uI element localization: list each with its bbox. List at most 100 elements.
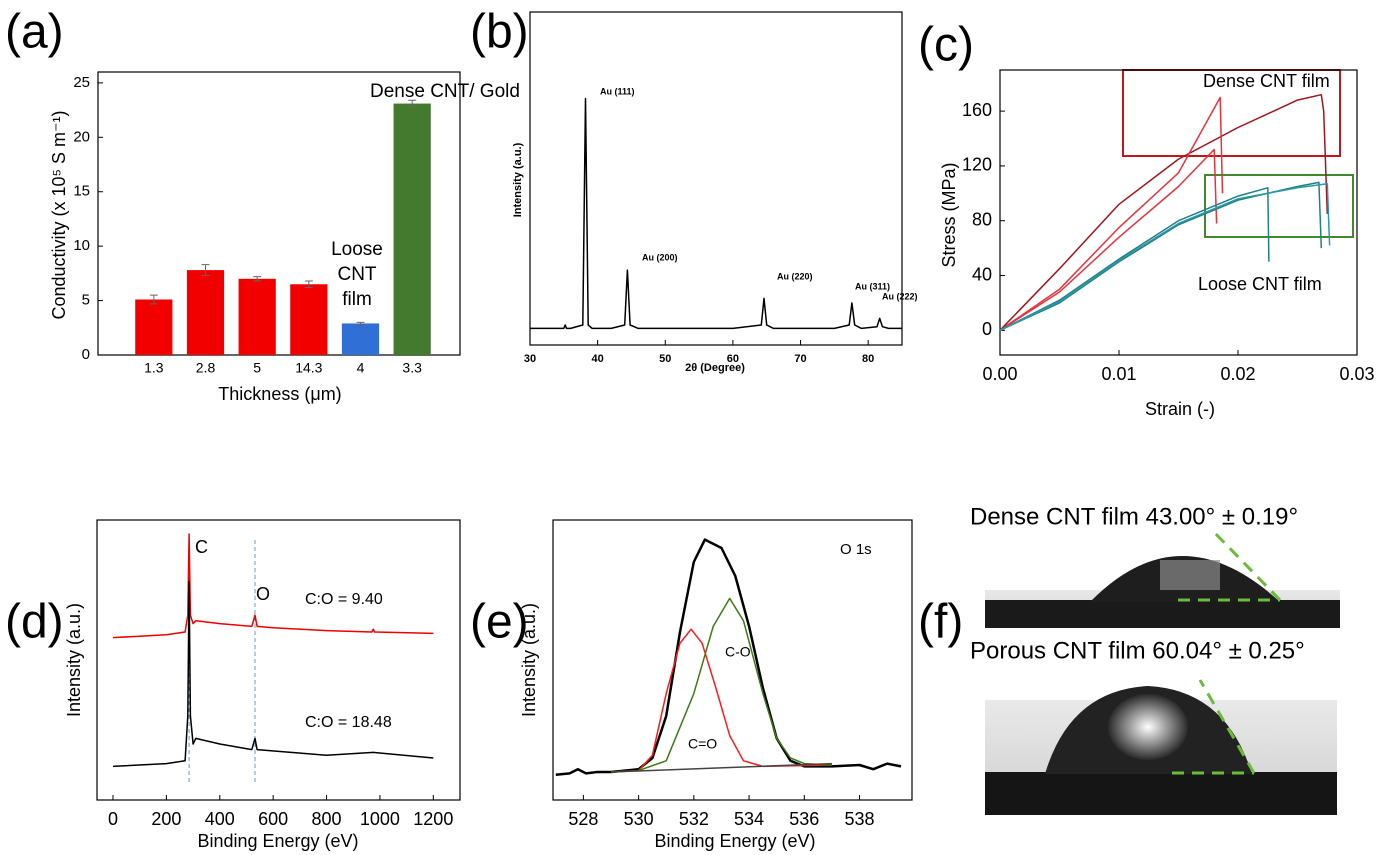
y-tick-label: 160: [962, 100, 992, 120]
panel-label: (c): [918, 19, 974, 72]
annotation: C:O = 18.48: [305, 714, 392, 731]
data-line: [999, 187, 1270, 331]
x-axis-label: 2θ (Degree): [685, 362, 745, 374]
annotation: Au (311): [855, 281, 890, 291]
annotation: O: [256, 584, 270, 604]
droplet-image-1: [985, 528, 1340, 628]
x-tick-label: 534: [734, 809, 764, 829]
x-tick-label: 400: [205, 809, 235, 829]
panel-label: (b): [470, 6, 529, 59]
data-line: [999, 148, 1218, 331]
error-bar: [304, 280, 313, 289]
bar: [341, 323, 380, 355]
y-axis-label: Conductivity (x 10⁵ S m⁻¹): [49, 110, 69, 319]
x-tick-label: 60: [727, 353, 739, 365]
data-line: [555, 538, 902, 777]
y-axis-label: Stress (MPa): [939, 162, 959, 267]
x-tick-label: 800: [312, 809, 342, 829]
data-line: [610, 628, 832, 773]
y-tick-label: 80: [972, 209, 992, 229]
x-tick-label: 5: [253, 360, 261, 376]
x-tick-label: 536: [789, 809, 819, 829]
x-axis-label: Strain (-): [1145, 399, 1215, 419]
x-tick-label: 70: [794, 353, 806, 365]
data-line: [999, 181, 1323, 331]
panel-label: (e): [470, 596, 529, 649]
y-tick-label: 15: [73, 183, 90, 200]
panel-label: (d): [5, 596, 64, 649]
y-tick-label: 40: [972, 264, 992, 284]
y-axis-label: Intensity (a.u.): [512, 142, 524, 217]
droplet-image-2: [985, 679, 1337, 815]
y-axis-label: Intensity (a.u.): [519, 603, 539, 717]
data-line: [112, 533, 434, 639]
error-bar: [253, 276, 262, 282]
x-axis-label: Binding Energy (eV): [654, 831, 815, 851]
annotation: C: [195, 537, 208, 557]
annotation: CNT: [337, 264, 376, 285]
bar: [186, 270, 225, 355]
plot-frame: [999, 69, 1358, 356]
x-tick-label: 0.00: [982, 364, 1017, 384]
x-tick-label: 530: [624, 809, 654, 829]
error-bar: [201, 264, 210, 277]
x-tick-label: 2.8: [196, 360, 216, 376]
annotation: Dense CNT/ Gold: [370, 81, 520, 102]
x-tick-label: 40: [592, 353, 604, 365]
plot-frame: [552, 519, 913, 801]
panel-label: (a): [5, 6, 64, 59]
annotation: Au (220): [777, 271, 813, 281]
image-caption: Porous CNT film 60.04° ± 0.25°: [970, 637, 1305, 664]
annotation: Au (200): [642, 252, 678, 262]
x-tick-label: 0: [108, 809, 118, 829]
annotation: C=O: [688, 736, 717, 752]
annotation: Au (222): [882, 291, 918, 301]
data-line: [999, 182, 1331, 331]
y-tick-label: 20: [73, 128, 90, 145]
annotation: C:O = 9.40: [305, 591, 383, 608]
data-line: [999, 96, 1224, 331]
annotation: Dense CNT film: [1203, 71, 1330, 91]
y-axis-label: Intensity (a.u.): [64, 603, 84, 717]
x-tick-label: 528: [568, 809, 598, 829]
annotation: Au (111): [600, 86, 635, 96]
x-tick-label: 0.01: [1101, 364, 1136, 384]
x-tick-label: 30: [524, 353, 536, 365]
x-tick-label: 0.02: [1220, 364, 1255, 384]
plot-frame: [97, 71, 461, 356]
x-tick-label: 80: [862, 353, 874, 365]
x-axis-label: Binding Energy (eV): [197, 831, 358, 851]
y-tick-label: 120: [962, 155, 992, 175]
x-tick-label: 200: [151, 809, 181, 829]
annotation: film: [342, 289, 372, 310]
x-tick-label: 1.3: [144, 360, 164, 376]
error-bar: [149, 294, 158, 305]
image-caption: Dense CNT film 43.00° ± 0.19°: [970, 503, 1298, 530]
y-tick-label: 5: [82, 292, 90, 309]
y-tick-label: 25: [73, 74, 90, 91]
data-line: [610, 762, 832, 773]
data-line: [610, 597, 832, 773]
data-line: [112, 580, 434, 768]
error-bar: [356, 321, 365, 326]
bar: [393, 103, 431, 355]
x-axis-label: Thickness (μm): [218, 384, 341, 404]
x-tick-label: 14.3: [295, 360, 322, 376]
data-line: [530, 97, 902, 330]
x-tick-label: 538: [845, 809, 875, 829]
plot-frame: [96, 519, 461, 801]
x-tick-label: 600: [258, 809, 288, 829]
bar: [290, 284, 328, 355]
error-bar: [408, 99, 417, 108]
plot-frame: [529, 11, 903, 346]
data-line: [999, 93, 1329, 331]
x-tick-label: 532: [679, 809, 709, 829]
y-tick-label: 10: [73, 237, 90, 254]
x-tick-label: 3.3: [402, 360, 422, 376]
annotation: Loose: [331, 239, 383, 260]
annotation: O 1s: [840, 541, 872, 558]
x-tick-label: 50: [659, 353, 671, 365]
x-tick-label: 1000: [360, 809, 400, 829]
x-tick-label: 1200: [413, 809, 453, 829]
